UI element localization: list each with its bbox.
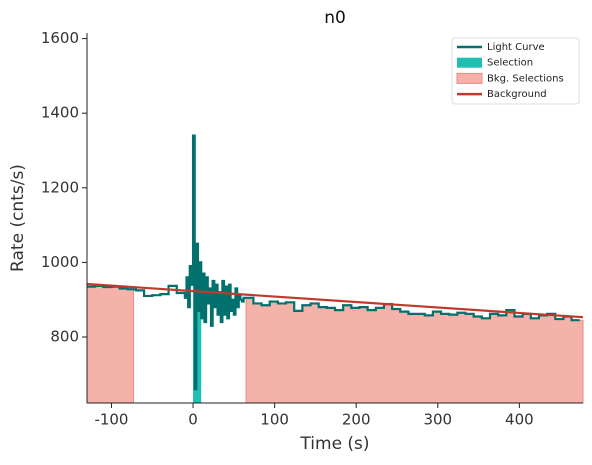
x-axis-label: Time (s) xyxy=(299,434,369,454)
background-line xyxy=(86,282,584,319)
x-tick-label: 200 xyxy=(342,411,371,429)
x-tick-label: -100 xyxy=(94,411,128,429)
y-axis-label: Rate (cnts/s) xyxy=(8,164,28,272)
x-tick-label: 400 xyxy=(505,411,534,429)
x-tick-label: 100 xyxy=(260,411,289,429)
legend-swatch xyxy=(456,72,483,84)
y-tick-label: 1200 xyxy=(41,178,79,196)
legend-label: Light Curve xyxy=(487,42,545,53)
legend-label: Selection xyxy=(487,58,533,69)
light-curve xyxy=(87,134,580,391)
legend-label: Bkg. Selections xyxy=(487,73,564,84)
legend-box xyxy=(451,37,580,105)
x-tick-label: 300 xyxy=(423,411,452,429)
y-tick-label: 1600 xyxy=(41,29,79,47)
chart-title: n0 xyxy=(324,8,346,28)
region-fill xyxy=(86,285,134,404)
y-tick-label: 1400 xyxy=(41,104,79,122)
y-tick-label: 1000 xyxy=(41,253,79,271)
legend-swatch xyxy=(457,57,482,68)
legend-label: Background xyxy=(487,89,547,100)
y-tick-label: 800 xyxy=(50,327,79,345)
x-tick-label: 0 xyxy=(188,411,198,429)
